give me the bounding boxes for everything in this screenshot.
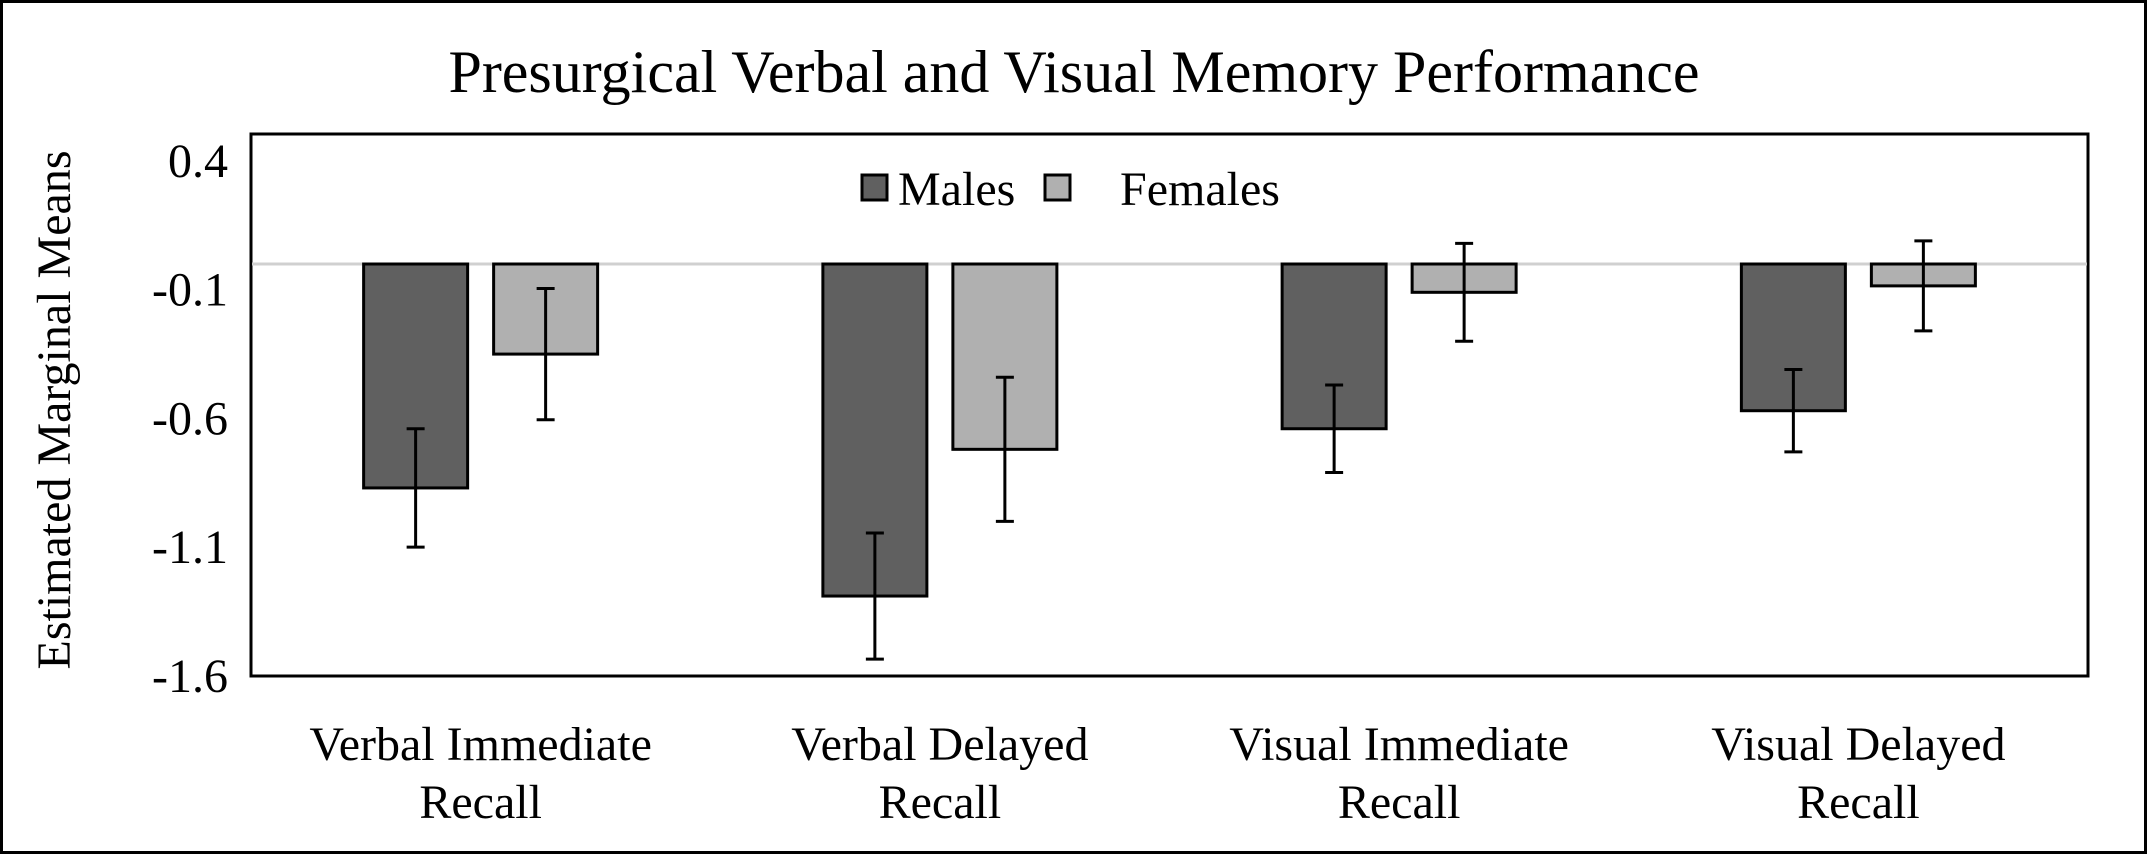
category-label: Recall [419, 776, 542, 829]
y-tick-label: -1.6 [152, 650, 228, 703]
category-label: Verbal Immediate [309, 718, 652, 771]
legend-label-females: Females [1120, 163, 1280, 216]
category-label: Visual Immediate [1229, 718, 1569, 771]
chart-title: Presurgical Verbal and Visual Memory Per… [448, 39, 1699, 105]
category-label: Verbal Delayed [791, 718, 1088, 771]
y-tick-label: -1.1 [152, 521, 228, 574]
legend-label-males: Males [898, 163, 1015, 216]
category-label: Recall [1338, 776, 1461, 829]
y-tick-label: -0.6 [152, 392, 228, 445]
error-bar [536, 286, 555, 422]
category-label: Recall [879, 776, 1002, 829]
legend: Males Females [860, 163, 1280, 216]
error-bar [1455, 241, 1474, 343]
error-bar [1914, 239, 1933, 333]
error-bar [1784, 368, 1803, 454]
legend-swatch-females [1043, 173, 1072, 202]
category-label: Recall [1797, 776, 1920, 829]
error-bar [1325, 383, 1344, 474]
legend-swatch-males [860, 173, 889, 202]
error-bar [995, 375, 1014, 523]
y-tick-label: 0.4 [168, 135, 228, 188]
error-bar [406, 427, 425, 549]
y-tick-label: -0.1 [152, 264, 228, 317]
y-axis-label: Estimated Marginal Means [28, 151, 81, 670]
category-label: Visual Delayed [1711, 718, 2005, 771]
error-bar [865, 531, 884, 661]
plot-area [249, 132, 2090, 678]
